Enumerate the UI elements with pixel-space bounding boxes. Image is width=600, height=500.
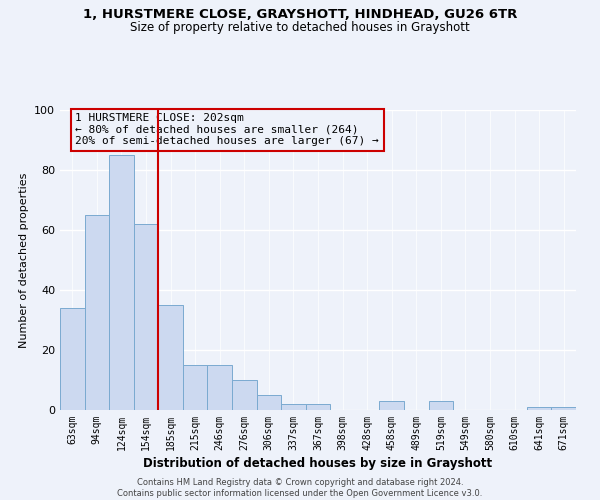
Text: 1, HURSTMERE CLOSE, GRAYSHOTT, HINDHEAD, GU26 6TR: 1, HURSTMERE CLOSE, GRAYSHOTT, HINDHEAD,… (83, 8, 517, 20)
Text: Size of property relative to detached houses in Grayshott: Size of property relative to detached ho… (130, 21, 470, 34)
Bar (428, 401, 453, 410)
Bar (306, 404, 330, 410)
Text: Distribution of detached houses by size in Grayshott: Distribution of detached houses by size … (143, 458, 493, 470)
Bar (109, 155, 134, 410)
Bar (257, 395, 281, 410)
Bar (158, 305, 183, 410)
Bar (208, 365, 232, 410)
Y-axis label: Number of detached properties: Number of detached properties (19, 172, 29, 348)
Text: 1 HURSTMERE CLOSE: 202sqm
← 80% of detached houses are smaller (264)
20% of semi: 1 HURSTMERE CLOSE: 202sqm ← 80% of detac… (76, 113, 379, 146)
Bar (85, 215, 109, 410)
Bar (232, 380, 257, 410)
Text: Contains HM Land Registry data © Crown copyright and database right 2024.
Contai: Contains HM Land Registry data © Crown c… (118, 478, 482, 498)
Bar (183, 365, 208, 410)
Bar (551, 407, 576, 410)
Bar (379, 401, 404, 410)
Bar (281, 404, 306, 410)
Bar (134, 224, 158, 410)
Bar (60, 308, 85, 410)
Bar (527, 407, 551, 410)
